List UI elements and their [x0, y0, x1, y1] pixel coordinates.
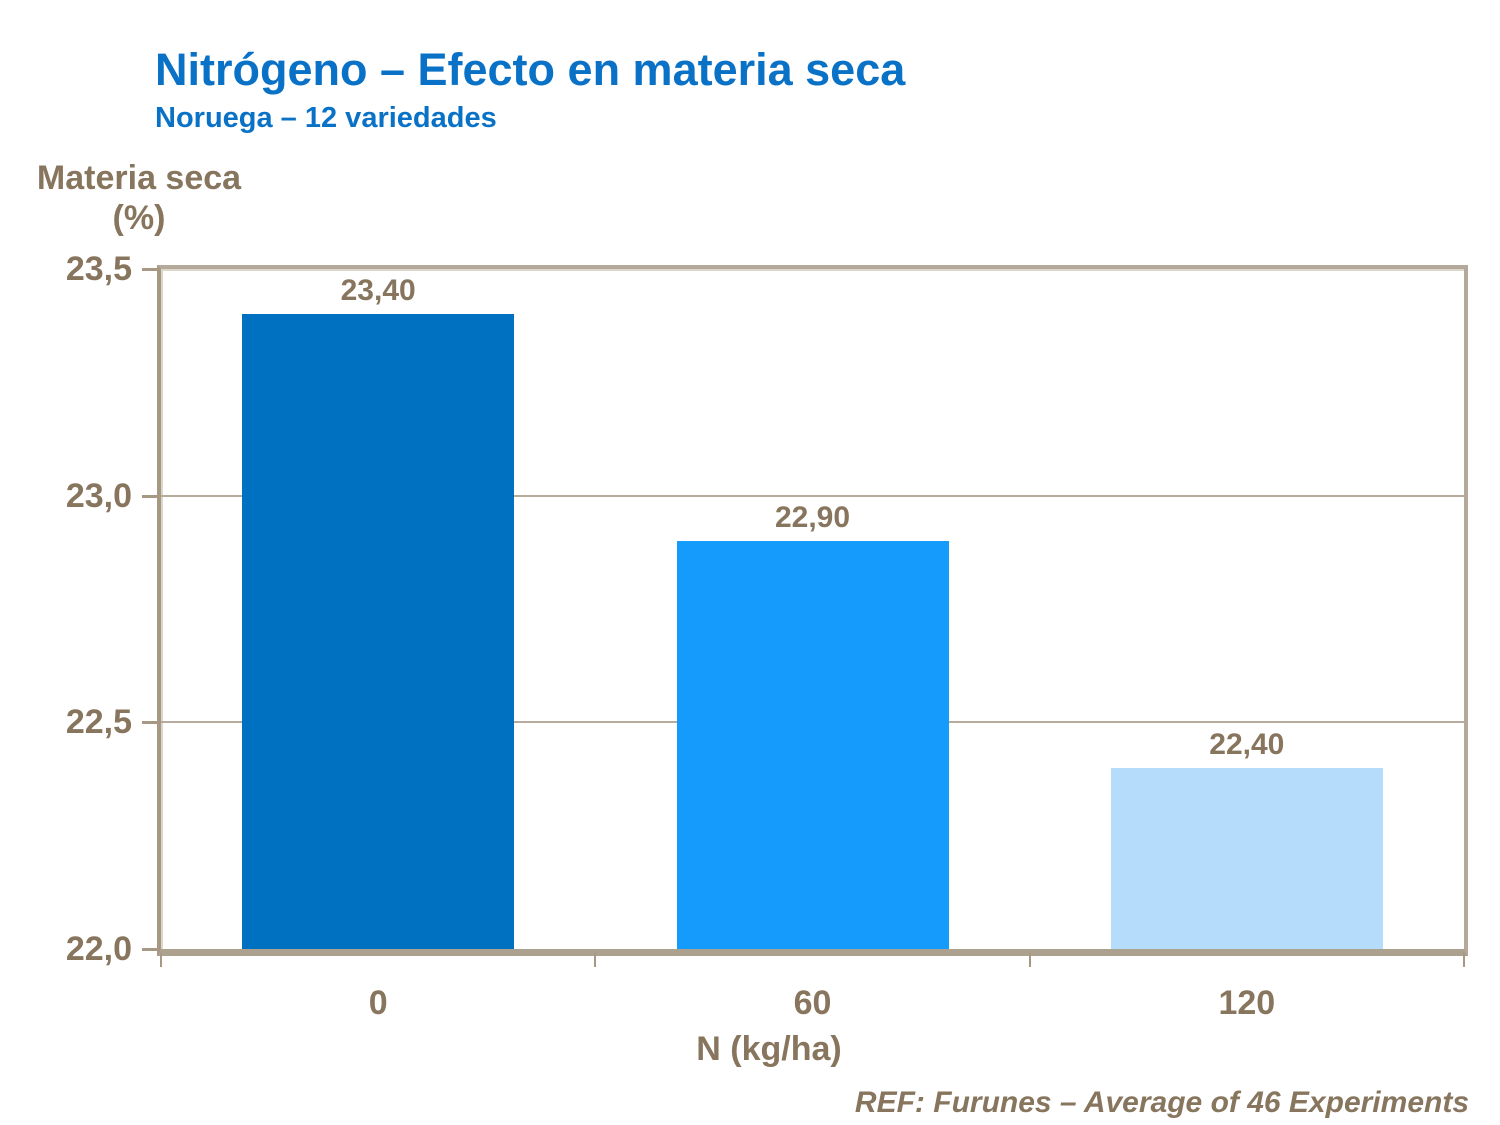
- chart-subtitle: Noruega – 12 variedades: [155, 102, 497, 134]
- gridline-23,0: [161, 494, 1464, 497]
- x-tick-label-120: 120: [1218, 984, 1276, 1022]
- y-axis-title-line1: Materia seca: [36, 159, 242, 197]
- x-tick-mark: [1463, 953, 1465, 967]
- x-tick-mark: [594, 953, 597, 967]
- bar-0: [242, 314, 515, 949]
- y-tick-mark: [142, 268, 157, 271]
- y-tick-label-22,0: 22,0: [65, 930, 132, 968]
- bar-60: [676, 541, 949, 949]
- y-tick-mark: [142, 948, 157, 951]
- chart-title: Nitrógeno – Efecto en materia seca: [155, 44, 906, 95]
- plot-area: 23,40 22,90 22,40: [157, 265, 1468, 956]
- y-tick-mark: [142, 494, 157, 498]
- y-tick-label-22,5: 22,5: [65, 703, 132, 742]
- bar-120: [1110, 767, 1383, 949]
- y-tick-mark: [142, 721, 157, 725]
- y-axis-title-line2: (%): [112, 199, 166, 237]
- bar-value-label-0: 23,40: [340, 274, 416, 308]
- y-tick-label-23,0: 23,0: [65, 476, 132, 515]
- x-tick-mark: [1028, 953, 1031, 967]
- y-tick-label-23,5: 23,5: [65, 250, 132, 288]
- bar-value-label-120: 22,40: [1209, 727, 1285, 761]
- x-tick-label-0: 0: [368, 984, 388, 1022]
- y-axis-title: Materia seca (%): [18, 158, 260, 238]
- bar-value-label-60: 22,90: [774, 501, 851, 534]
- x-tick-mark: [160, 953, 162, 967]
- x-axis-title: N (kg/ha): [696, 1030, 842, 1068]
- x-tick-label-60: 60: [793, 984, 832, 1022]
- reference-note: REF: Furunes – Average of 46 Experiments: [854, 1086, 1469, 1119]
